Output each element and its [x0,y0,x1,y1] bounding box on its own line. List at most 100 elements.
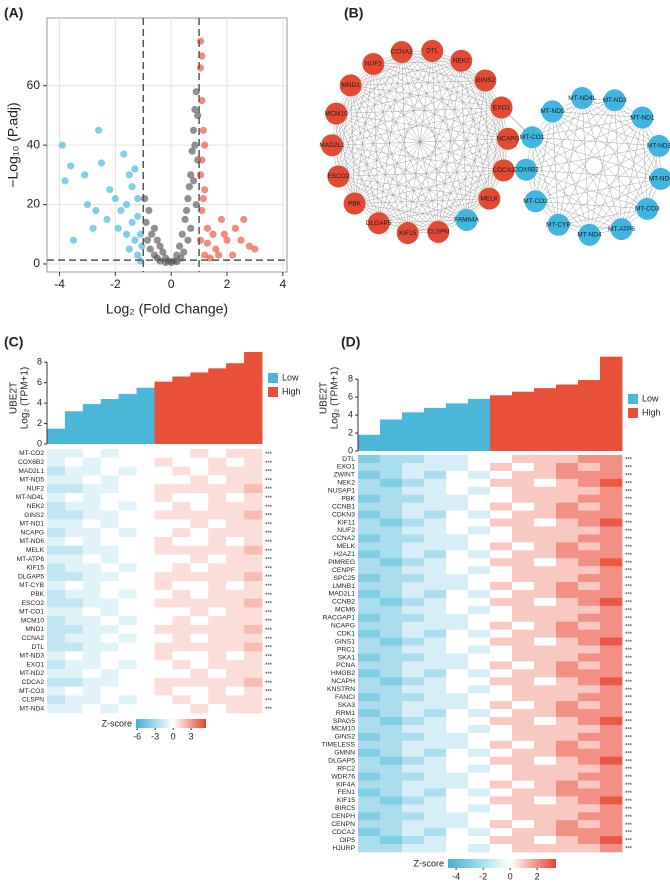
heatmap-cell [208,598,227,608]
heatmap-cell [424,756,447,765]
heatmap-cell [512,574,535,583]
heatmap-cell [534,534,557,543]
heatmap-cell [424,653,447,662]
heatmap-cell [512,748,535,758]
heatmap-cell [490,732,513,742]
heatmap-cell [446,526,469,535]
significance-label: *** [625,839,633,845]
significance-label: *** [625,720,633,726]
heatmap-cell [358,470,381,480]
heatmap-cell [244,449,263,459]
heatmap-cell [358,740,381,750]
heatmap-cell [244,581,263,591]
heatmap-cell [534,455,557,464]
heatmap-cell [172,545,191,555]
heatmap-cell [358,732,381,742]
bar [190,372,209,444]
heatmap-cell [154,607,173,617]
heatmap-cell [118,519,137,529]
point [122,230,131,238]
heatmap-cell [380,844,403,853]
point [191,141,199,149]
heatmap-cell [358,534,381,543]
heatmap-cell [380,677,403,686]
heatmap-cell [154,484,173,494]
heatmap-cell [358,669,381,678]
heatmap-cell [556,589,579,599]
heatmap-cell [578,574,601,583]
heatmap-cell [556,629,579,638]
edge [535,111,553,202]
heatmap-cell [424,502,447,511]
significance-label: *** [625,680,633,686]
heatmap-cell [100,669,120,679]
heatmap-cell [512,455,535,464]
heatmap-cell [578,637,601,646]
heatmap-cell [556,566,579,575]
node-label: CDCA2 [493,167,515,174]
heatmap-cell [534,637,557,646]
point [212,245,220,253]
heatmap-cell [172,660,191,670]
edge [438,60,462,233]
edge [338,51,402,177]
node [450,49,473,72]
heatmap-cell [172,528,191,538]
heatmap-cell [226,493,245,503]
row-label: CCNA2 [332,535,355,542]
heatmap-cell [578,518,601,527]
heatmap-cell [600,796,623,805]
heatmap-cell [534,812,557,821]
heatmap-cell [402,455,425,464]
heatmap-cell [380,566,403,575]
heatmap-cell [100,554,120,564]
edge [535,201,648,210]
heatmap-cell [358,494,381,503]
point [146,245,154,253]
node [325,102,348,125]
row-label: KIF15 [337,797,355,804]
heatmap-cell [172,537,191,547]
node-label: MCM10 [325,110,348,117]
heatmap-cell [47,704,66,714]
point [201,141,209,149]
heatmap-cell [446,582,469,591]
edge [350,50,433,86]
heatmap-cell [190,493,209,503]
heatmap-cell [512,621,535,630]
heatmap-cell [358,550,381,559]
heatmap-cell [380,470,403,480]
heatmap-cell [190,519,209,529]
node-label: PBK [348,200,362,207]
heatmap-cell [100,581,120,591]
heatmap-cell [190,677,209,687]
heatmap-cell [446,780,469,789]
node [455,209,478,232]
heatmap-cell [244,484,263,494]
heatmap-cell [490,836,513,845]
heatmap-cell [556,542,579,551]
edge [354,203,467,221]
edge [338,176,439,233]
edge [401,51,490,199]
heatmap-cell [100,510,120,520]
heatmap-cell [100,466,120,476]
heatmap-cell [358,510,381,519]
heatmap-cell [490,844,513,853]
heatmap-cell [490,589,513,599]
heatmap-cell [556,645,579,654]
heatmap-cell [190,501,209,511]
heatmap-cell [244,545,263,555]
heatmap-cell [226,616,245,626]
significance-label: *** [625,640,633,646]
colorbar-tick-label: -6 [133,731,141,741]
heatmap-cell [600,526,623,535]
bar [208,368,227,444]
heatmap-cell [534,836,557,845]
bar [118,393,137,444]
heatmap-cell [402,796,425,805]
point [159,248,167,256]
heatmap-cell [446,828,469,837]
edge [461,60,509,139]
heatmap-cell [136,563,155,573]
